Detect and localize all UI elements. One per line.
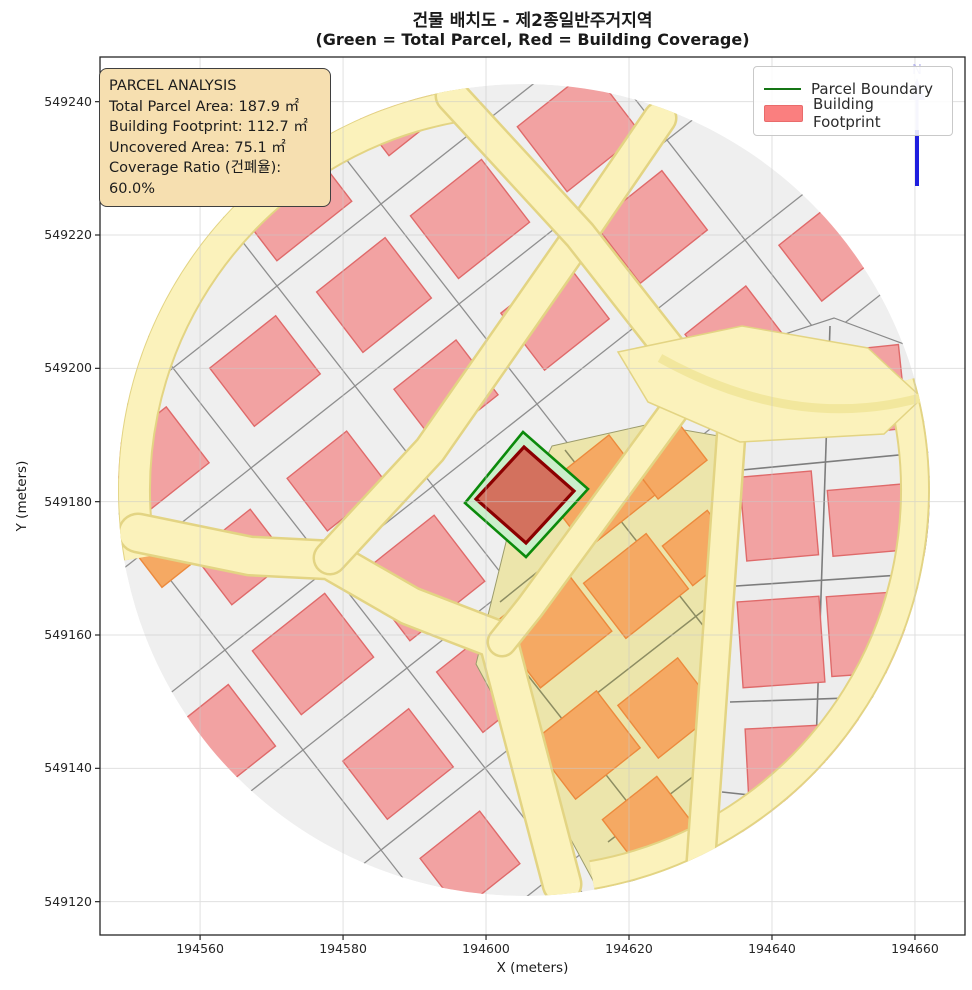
street-line [735,573,917,587]
road [489,332,735,655]
street-line [118,84,861,896]
info-line-ratio: Coverage Ratio (건폐율): 60.0% [109,160,282,197]
building [409,158,531,280]
y-axis-label: Y (meters) [14,460,30,532]
building-footprint [473,444,577,546]
minor-road [657,354,930,414]
building [582,532,690,640]
legend-item-parcel-boundary: Parcel Boundary [764,78,942,100]
x-tick-label: 194660 [891,941,939,956]
info-line-total: Total Parcel Area: 187.9 ㎡ [109,98,300,115]
legend-item-building-footprint: Building Footprint [764,95,942,131]
ring-road [119,91,459,561]
y-tick-label: 549160 [44,627,92,642]
y-tick-label: 549140 [44,760,92,776]
legend: Parcel Boundary Building Footprint [753,66,953,136]
parcel-analysis-box: PARCEL ANALYSIS Total Parcel Area: 187.9… [99,68,331,207]
chart-title: 건물 배치도 - 제2종일반주거지역 [412,11,653,31]
x-tick-label: 194600 [462,941,510,956]
building [499,260,611,372]
legend-label: Building Footprint [813,95,881,131]
street-line [118,84,757,896]
x-axis-label: X (meters) [496,960,569,976]
chart-subtitle: (Green = Total Parcel, Red = Building Co… [315,30,750,49]
y-tick-label: 549120 [44,893,92,909]
road [120,515,580,896]
legend-patch-swatch [764,104,803,122]
street-line [118,84,930,741]
info-line-header: PARCEL ANALYSIS [109,78,237,94]
building [738,470,820,562]
building [315,236,433,354]
legend-label: Parcel Boundary [811,80,934,98]
building [616,656,720,760]
street-line [118,84,930,841]
road [315,103,675,573]
y-tick-label: 549240 [44,93,92,109]
x-tick-label: 194580 [319,941,367,956]
x-tick-label: 194560 [176,941,224,956]
tick-marks [95,101,916,940]
y-tick-label: 549220 [44,227,92,242]
info-line-uncovered: Uncovered Area: 75.1 ㎡ [109,139,286,156]
y-tick-label: 549180 [44,493,92,509]
road [687,339,750,887]
building [736,595,826,689]
x-tick-label: 194640 [748,941,796,956]
legend-line-swatch [764,88,801,90]
info-line-footprint: Building Footprint: 112.7 ㎡ [109,119,308,135]
x-tick-label: 194620 [605,941,653,956]
y-tick-label: 549200 [44,360,92,376]
axes-frame [99,56,966,936]
street-line [291,84,930,896]
